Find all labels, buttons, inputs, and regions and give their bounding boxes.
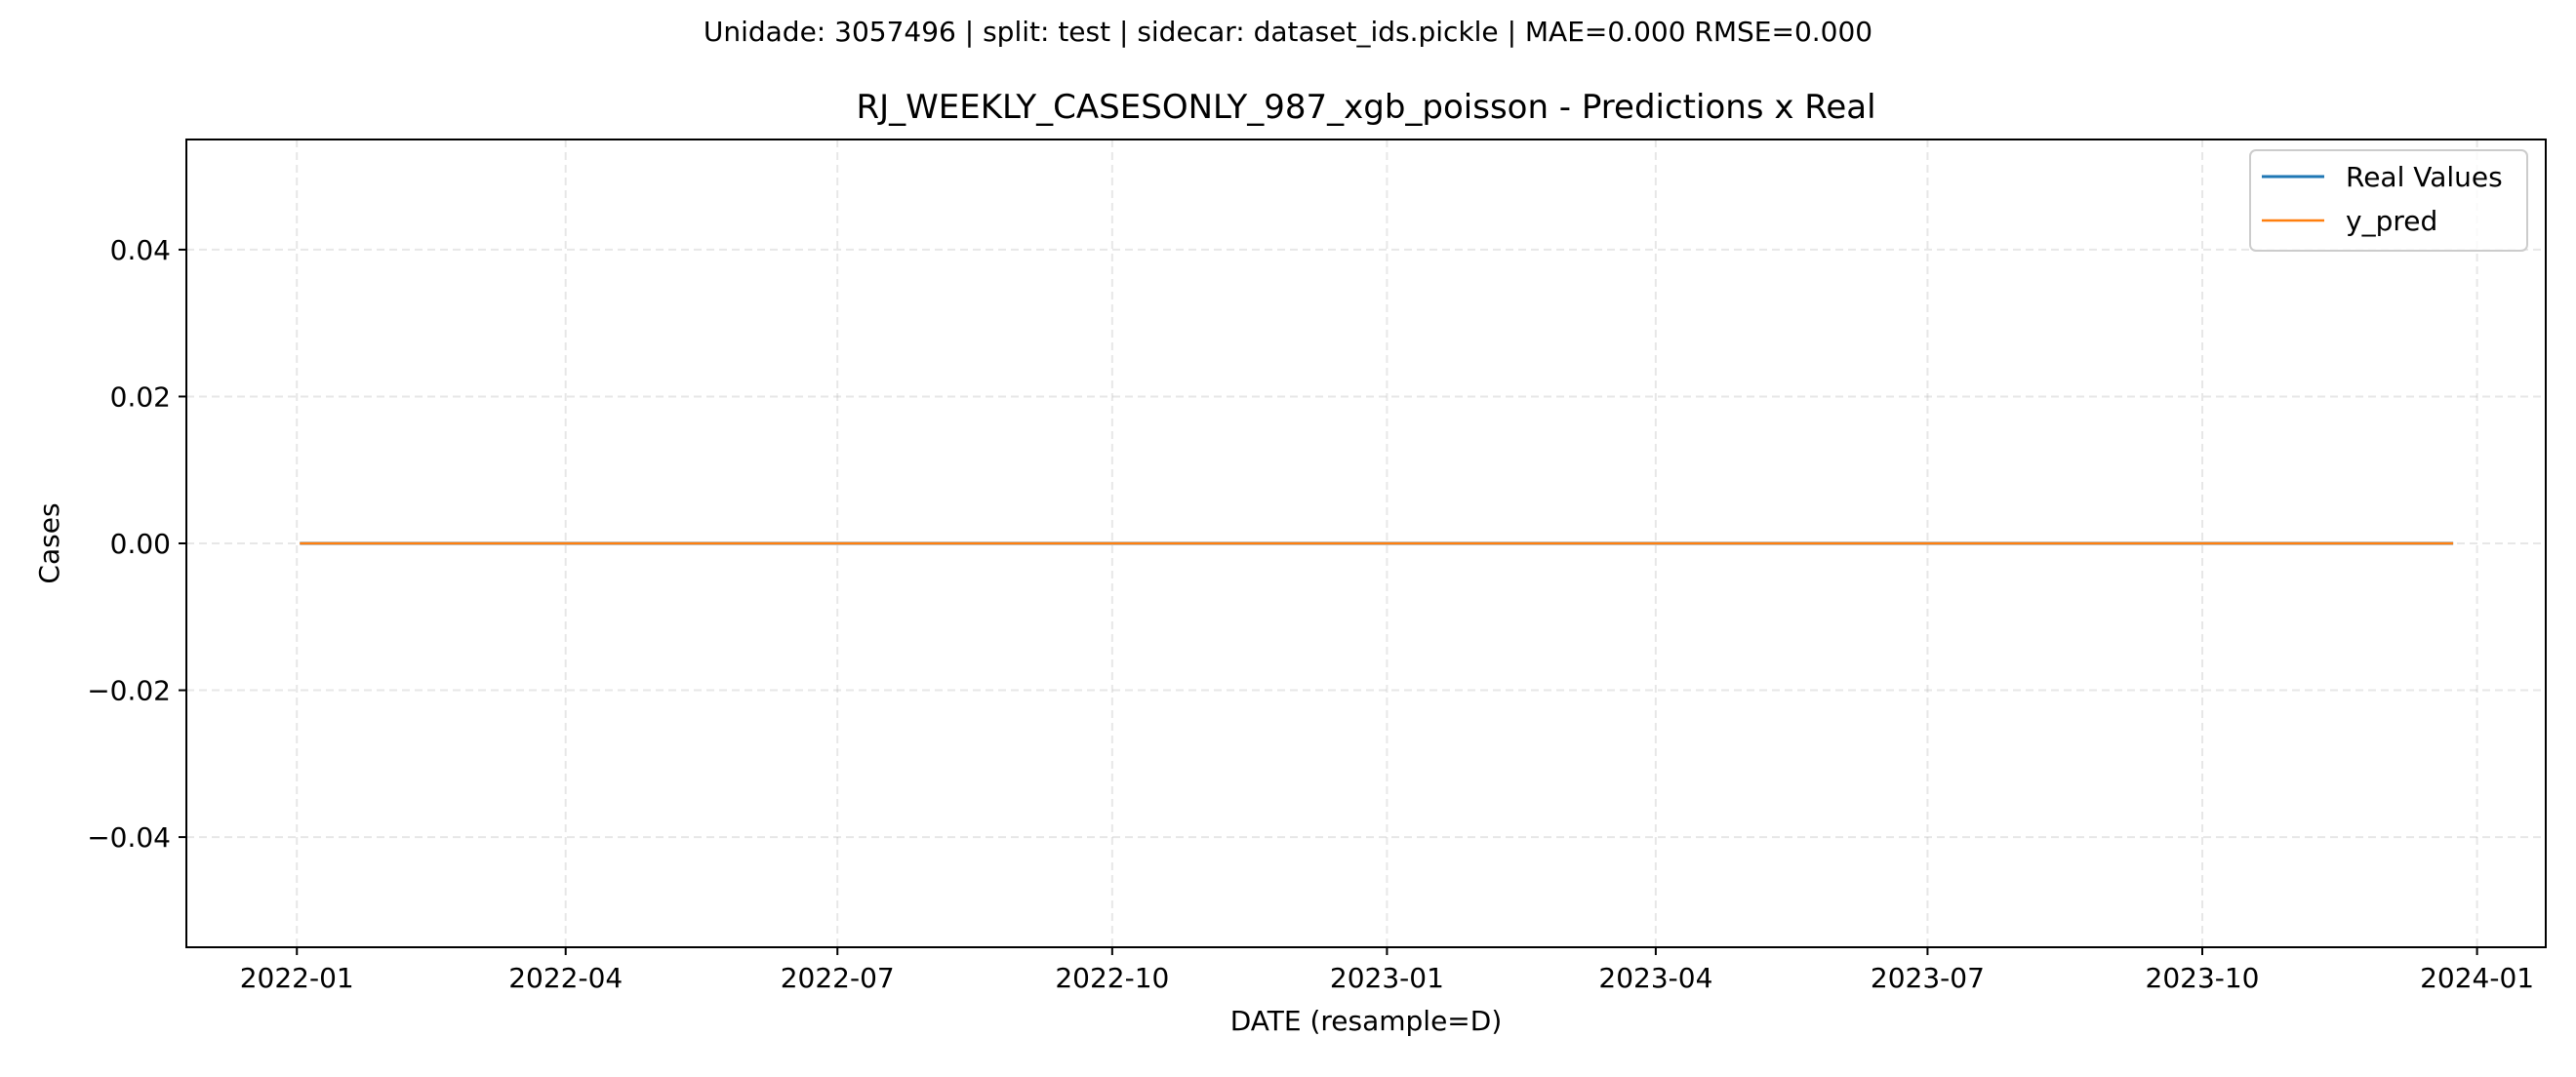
x-tick-label: 2023-04 xyxy=(1598,962,1712,994)
y-tick-label: 0.02 xyxy=(110,380,171,413)
y-axis-label: Cases xyxy=(33,502,65,583)
x-tick-label: 2022-07 xyxy=(781,962,895,994)
legend-label-y-pred: y_pred xyxy=(2346,205,2437,237)
x-axis-label: DATE (resample=D) xyxy=(1230,1005,1503,1037)
y-tick-label: 0.04 xyxy=(110,234,171,266)
x-tick-label: 2023-07 xyxy=(1871,962,1985,994)
x-axis-ticks: 2022-01 2022-04 2022-07 2022-10 2023-01 2023-… xyxy=(240,947,2534,994)
legend-label-real-values: Real Values xyxy=(2346,161,2503,193)
x-tick-label: 2022-01 xyxy=(240,962,354,994)
x-tick-label: 2022-10 xyxy=(1055,962,1169,994)
y-tick-label: 0.00 xyxy=(110,528,171,560)
x-tick-label: 2022-04 xyxy=(508,962,623,994)
x-tick-label: 2023-10 xyxy=(2146,962,2260,994)
x-tick-label: 2023-01 xyxy=(1330,962,1444,994)
chart-suptitle: Unidade: 3057496 | split: test | sidecar… xyxy=(704,16,1872,48)
y-tick-label: −0.04 xyxy=(87,821,171,854)
y-tick-label: −0.02 xyxy=(87,675,171,707)
x-tick-label: 2024-01 xyxy=(2420,962,2534,994)
legend: Real Values y_pred xyxy=(2249,149,2528,252)
y-axis-ticks: 0.04 0.02 0.00 −0.02 −0.04 xyxy=(87,234,186,854)
chart-title: RJ_WEEKLY_CASESONLY_987_xgb_poisson - Pr… xyxy=(856,88,1875,127)
